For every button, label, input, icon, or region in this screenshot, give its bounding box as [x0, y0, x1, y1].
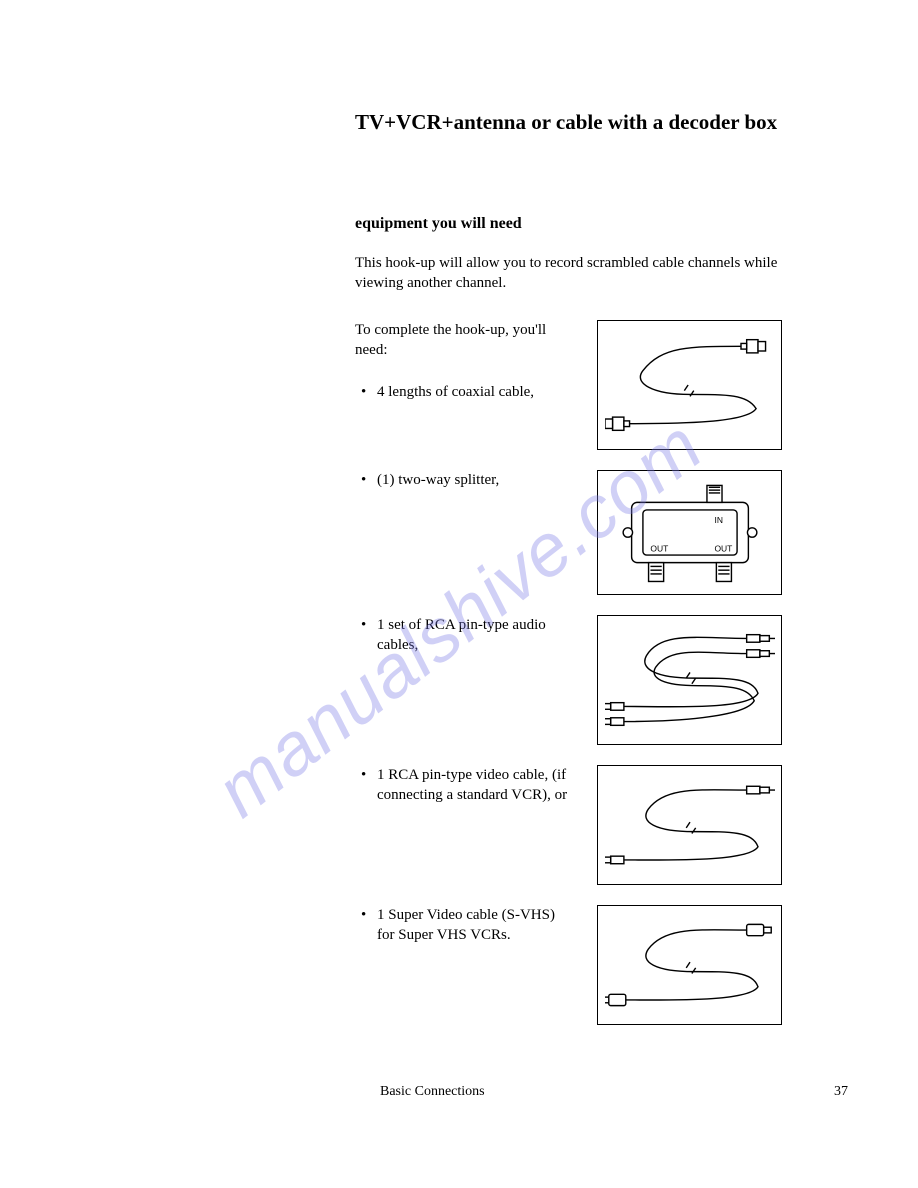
item-rca-video: 1 RCA pin-type video cable, (if connecti… [355, 765, 575, 806]
row-coax: To complete the hook-up, you'll need: 4 … [355, 320, 858, 450]
page: TV+VCR+antenna or cable with a decoder b… [0, 0, 918, 1188]
item-coax: 4 lengths of coaxial cable, [355, 382, 575, 402]
lead-and-item: To complete the hook-up, you'll need: 4 … [355, 320, 575, 403]
rca-video-icon [605, 771, 775, 879]
figure-svideo [597, 905, 782, 1025]
row-splitter: (1) two-way splitter, [355, 470, 858, 595]
figure-rca-audio [597, 615, 782, 745]
figure-splitter: IN OUT OUT [597, 470, 782, 595]
intro-paragraph: This hook-up will allow you to record sc… [355, 253, 785, 294]
figure-coax-cable [597, 320, 782, 450]
footer-section-name: Basic Connections [380, 1084, 485, 1100]
coax-cable-icon [605, 326, 775, 444]
splitter-out-label-1: OUT [650, 543, 668, 553]
rca-audio-icon [605, 621, 775, 739]
splitter-icon: IN OUT OUT [605, 476, 775, 589]
item-rca-audio: 1 set of RCA pin-type audio cables, [355, 615, 575, 656]
splitter-in-label: IN [714, 515, 722, 525]
row-svideo: 1 Super Video cable (S-VHS) for Super VH… [355, 905, 858, 1025]
splitter-out-label-2: OUT [714, 543, 732, 553]
page-title: TV+VCR+antenna or cable with a decoder b… [355, 110, 858, 135]
figure-rca-video [597, 765, 782, 885]
svideo-icon [605, 911, 775, 1019]
row-rca-audio: 1 set of RCA pin-type audio cables, [355, 615, 858, 745]
lead-text: To complete the hook-up, you'll need: [355, 320, 575, 361]
section-subhead: equipment you will need [355, 215, 858, 233]
page-footer: Basic Connections 37 [0, 1084, 918, 1100]
item-svideo: 1 Super Video cable (S-VHS) for Super VH… [355, 905, 575, 946]
row-rca-video: 1 RCA pin-type video cable, (if connecti… [355, 765, 858, 885]
footer-page-number: 37 [834, 1084, 848, 1100]
item-splitter: (1) two-way splitter, [355, 470, 575, 490]
